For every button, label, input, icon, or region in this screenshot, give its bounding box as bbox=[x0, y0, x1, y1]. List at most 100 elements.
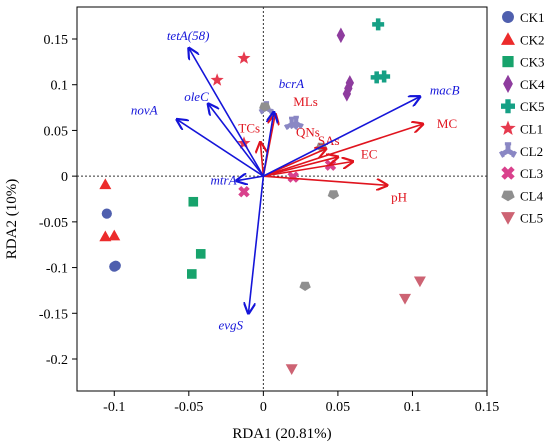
x-tick-label: 0 bbox=[260, 400, 267, 415]
legend-symbol bbox=[501, 166, 515, 180]
x-tick-label: -0.1 bbox=[103, 400, 125, 415]
x-tick-label: -0.05 bbox=[174, 400, 203, 415]
data-point-cl3-shape bbox=[287, 171, 299, 183]
legend-label: CL3 bbox=[520, 166, 543, 181]
series-ck4 bbox=[336, 27, 355, 102]
data-point-cl2-cap bbox=[283, 124, 290, 131]
legend-item-cl3: CL3 bbox=[501, 166, 543, 181]
legend-item-ck1: CK1 bbox=[502, 10, 545, 25]
legend-symbol bbox=[502, 11, 514, 23]
y-tick-label: 0.1 bbox=[51, 79, 69, 94]
gene-vector-label: mtrA bbox=[211, 173, 237, 188]
gene-vector-label: tetA(58) bbox=[167, 28, 210, 43]
y-tick-label: -0.2 bbox=[46, 353, 68, 368]
series-ck2 bbox=[99, 178, 121, 242]
legend-symbol bbox=[498, 142, 518, 158]
legend-label: CK2 bbox=[520, 32, 545, 47]
data-point-cl2 bbox=[288, 115, 304, 130]
data-point-cl5 bbox=[413, 276, 426, 288]
gene-vector-bcra bbox=[262, 112, 273, 177]
legend-label: CK1 bbox=[520, 10, 545, 25]
env-vector-mc bbox=[263, 124, 423, 177]
data-point-cl3 bbox=[287, 171, 299, 183]
series-ck3 bbox=[187, 196, 206, 279]
gene-vector-teta58 bbox=[189, 48, 265, 177]
data-point-ck1 bbox=[110, 260, 121, 271]
data-point-ck3 bbox=[195, 249, 206, 259]
data-point-cl5 bbox=[285, 364, 298, 376]
data-point-cl3 bbox=[238, 185, 250, 198]
legend-symbol bbox=[500, 120, 516, 135]
data-point-cl1 bbox=[237, 51, 251, 64]
data-point-ck3 bbox=[188, 196, 199, 207]
y-tick-label: -0.15 bbox=[39, 307, 68, 322]
legend-label: CL1 bbox=[520, 122, 543, 137]
env-vector-label: EC bbox=[361, 147, 378, 162]
legend-symbol-cap bbox=[498, 150, 505, 158]
y-tick-label: -0.1 bbox=[46, 262, 68, 277]
gene-vector-macb bbox=[263, 97, 420, 177]
env-vector-label: TCs bbox=[238, 120, 260, 135]
env-vector-sas bbox=[263, 157, 338, 177]
y-tick-label: 0.05 bbox=[44, 124, 69, 139]
legend-symbol bbox=[501, 212, 515, 225]
legend-label: CK3 bbox=[520, 55, 545, 70]
legend-label: CK4 bbox=[520, 77, 545, 92]
gene-vector-mtra bbox=[237, 176, 264, 181]
legend-item-ck4: CK4 bbox=[503, 74, 545, 93]
legend-label: CK5 bbox=[520, 99, 545, 114]
legend-symbol bbox=[501, 99, 515, 114]
data-point-ck4 bbox=[336, 27, 346, 44]
legend-item-cl1: CL1 bbox=[500, 120, 543, 137]
legend-item-cl4: CL4 bbox=[501, 188, 544, 203]
y-axis-title: RDA2 (10%) bbox=[4, 179, 20, 259]
legend-item-ck5: CK5 bbox=[501, 99, 545, 114]
legend-symbol bbox=[501, 190, 515, 202]
y-tick-label: 0.15 bbox=[44, 33, 69, 48]
env-vector-tcs bbox=[260, 142, 263, 177]
legend-symbol bbox=[503, 74, 513, 93]
data-point-cl4 bbox=[327, 190, 340, 200]
data-point-ck2 bbox=[99, 230, 112, 242]
x-tick-label: 0.1 bbox=[404, 400, 422, 415]
gene-vector-label: macB bbox=[430, 83, 460, 98]
legend-symbol-shape bbox=[501, 166, 515, 180]
data-point-cl5 bbox=[399, 293, 411, 305]
env-vector-label: MLs bbox=[293, 94, 318, 109]
y-tick-label: -0.05 bbox=[39, 216, 68, 231]
data-point-ck2 bbox=[108, 229, 121, 241]
legend-label: CL2 bbox=[520, 144, 543, 159]
legend-item-ck2: CK2 bbox=[501, 32, 545, 47]
plot-frame bbox=[76, 6, 488, 392]
env-vector-label: pH bbox=[391, 189, 407, 204]
gene-vector-evgs bbox=[248, 176, 265, 313]
legend-symbol bbox=[501, 32, 515, 45]
data-point-ck5 bbox=[370, 71, 383, 84]
env-vector-ec bbox=[263, 162, 352, 177]
x-axis-title: RDA1 (20.81%) bbox=[232, 426, 331, 442]
data-point-ck5 bbox=[378, 70, 391, 83]
env-vector-label: QNs bbox=[296, 125, 320, 140]
data-point-ck5 bbox=[372, 18, 385, 31]
gene-vector-label: oleC bbox=[184, 89, 209, 104]
data-point-ck3 bbox=[187, 269, 197, 279]
env-vector-ph bbox=[263, 175, 387, 185]
series-cl5 bbox=[285, 276, 426, 376]
data-point-ck2 bbox=[99, 178, 112, 190]
legend-item-cl2: CL2 bbox=[498, 142, 543, 159]
gene-vector-label: bcrA bbox=[279, 76, 304, 91]
data-point-cl2-cap bbox=[258, 108, 264, 115]
legend-item-ck3: CK3 bbox=[502, 55, 545, 70]
gene-vector-label: novA bbox=[131, 102, 158, 117]
data-point-cl3-shape bbox=[238, 185, 250, 198]
gene-vector-label: evgS bbox=[218, 317, 243, 332]
legend-symbol bbox=[502, 56, 514, 68]
data-point-cl4 bbox=[299, 281, 311, 291]
env-vector-label: MC bbox=[437, 116, 457, 131]
gene-vector-nova bbox=[177, 119, 264, 177]
x-tick-label: 0.05 bbox=[326, 400, 351, 415]
legend: CK1 CK2 CK3 CK4 CK5 CL1 CL2 CL3 CL4 CL5 bbox=[498, 10, 545, 226]
x-tick-label: 0.15 bbox=[475, 400, 500, 415]
legend-label: CL5 bbox=[520, 211, 543, 226]
data-point-cl2-cap bbox=[288, 123, 294, 130]
